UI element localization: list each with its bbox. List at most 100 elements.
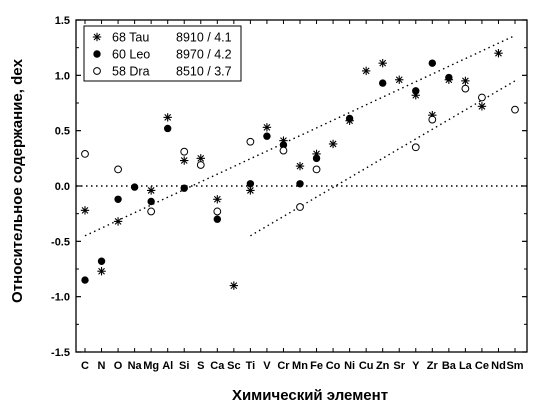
data-point	[296, 203, 304, 211]
asterisk-stroke	[478, 102, 486, 110]
data-point	[494, 49, 503, 58]
asterisk-stroke	[164, 113, 172, 121]
asterisk-stroke	[114, 218, 122, 225]
trend-line	[250, 80, 516, 237]
asterisk-stroke	[395, 76, 403, 84]
x-tick-label: Na	[128, 360, 143, 372]
y-axis-ticks: -1.5 -1.0 -0.5 0.0 0.5 1.0 1.5	[51, 15, 527, 359]
data-point	[180, 184, 188, 192]
data-point	[412, 87, 420, 95]
data-point	[428, 115, 437, 124]
asterisk-stroke	[197, 154, 205, 162]
legend-series-label: 8910 / 4.1	[176, 31, 232, 45]
data-point	[328, 139, 338, 149]
data-point	[312, 154, 321, 163]
data-point	[130, 183, 139, 191]
data-point	[263, 132, 271, 140]
data-point	[461, 76, 470, 86]
y-tick-label: 1.0	[55, 70, 70, 82]
asterisk-stroke	[495, 49, 502, 57]
data-point	[213, 215, 222, 223]
x-tick-label: Ca	[210, 360, 225, 372]
data-point	[81, 276, 89, 284]
asterisk-stroke	[230, 282, 238, 289]
x-tick-label: C	[81, 360, 89, 372]
legend-box	[83, 25, 242, 82]
data-point	[477, 102, 487, 111]
x-tick-label: Cr	[277, 360, 290, 372]
x-tick-label: Ce	[475, 360, 489, 372]
x-tick-label: Sm	[506, 360, 523, 372]
data-point	[312, 165, 321, 174]
x-tick-label: S	[197, 360, 204, 372]
data-point	[279, 141, 288, 149]
x-tick-label: Sc	[227, 360, 240, 372]
data-point	[395, 75, 404, 84]
data-point	[478, 93, 486, 102]
data-point	[296, 180, 304, 188]
data-point	[295, 161, 305, 171]
x-tick-label: N	[98, 360, 106, 372]
x-tick-label: O	[114, 360, 123, 372]
x-tick-label: La	[459, 360, 473, 372]
x-tick-label: Fe	[310, 360, 323, 372]
x-tick-label: Sr	[393, 360, 405, 372]
data-point	[114, 165, 122, 174]
legend-series-name: 60 Leo	[112, 48, 150, 62]
data-point	[428, 59, 437, 67]
data-point	[213, 207, 222, 216]
data-point	[345, 114, 354, 123]
data-point	[163, 124, 172, 133]
x-tick-label: Ti	[246, 360, 256, 372]
data-point	[114, 195, 122, 203]
asterisk-stroke	[263, 123, 271, 131]
y-axis-title: Относительное содержание, dex	[9, 58, 26, 303]
asterisk-stroke	[246, 187, 254, 194]
legend-series-label: 8970 / 4.2	[176, 48, 232, 62]
asterisk-stroke	[98, 267, 105, 275]
data-point	[378, 79, 387, 87]
asterisk-stroke	[81, 206, 89, 214]
series-68-tau	[80, 49, 503, 290]
y-tick-label: 0.5	[55, 126, 70, 138]
data-point	[196, 161, 205, 169]
data-point	[97, 257, 106, 265]
x-tick-label: Ni	[344, 360, 355, 372]
data-point	[147, 197, 155, 206]
legend: 68 Tau 8910 / 4.1 60 Leo 8970 / 4.2 58 Dra 85…	[83, 25, 242, 82]
data-point	[146, 186, 156, 195]
legend-marker	[92, 32, 102, 42]
asterisk-stroke	[379, 59, 387, 67]
data-point	[113, 217, 123, 226]
asterisk-stroke	[213, 195, 221, 203]
data-point	[147, 207, 156, 216]
data-point	[81, 150, 89, 158]
asterisk-stroke	[362, 67, 370, 75]
data-point	[180, 156, 189, 165]
legend-series-label: 8510 / 3.7	[176, 65, 232, 79]
x-tick-label: Mn	[292, 360, 308, 372]
x-tick-label: Zn	[376, 360, 390, 372]
x-tick-label: Y	[412, 360, 420, 372]
asterisk-stroke	[296, 162, 304, 170]
x-tick-label: V	[263, 360, 271, 372]
data-point	[163, 113, 172, 122]
y-tick-label: 0.0	[55, 181, 70, 193]
asterisk-stroke	[180, 157, 188, 164]
x-tick-label: Zr	[427, 360, 439, 372]
legend-marker	[93, 67, 101, 75]
asterisk-stroke	[93, 33, 101, 41]
data-point	[378, 58, 387, 68]
series-60-leo	[81, 59, 453, 284]
data-point	[246, 180, 255, 188]
x-axis-ticks: C N O Na Mg Al Si S Ca Sc Ti V Cr Mn Fe Co Ni Cu Zn Sr Y Zr Ba…	[81, 20, 524, 372]
x-axis-title: Химический элемент	[232, 387, 388, 404]
x-tick-label: Co	[326, 360, 341, 372]
y-tick-label: -0.5	[51, 236, 70, 248]
trend-line	[84, 34, 516, 237]
x-tick-label: Nd	[491, 360, 506, 372]
data-point	[213, 195, 222, 204]
legend-series-name: 68 Tau	[112, 31, 149, 45]
asterisk-stroke	[461, 77, 469, 85]
